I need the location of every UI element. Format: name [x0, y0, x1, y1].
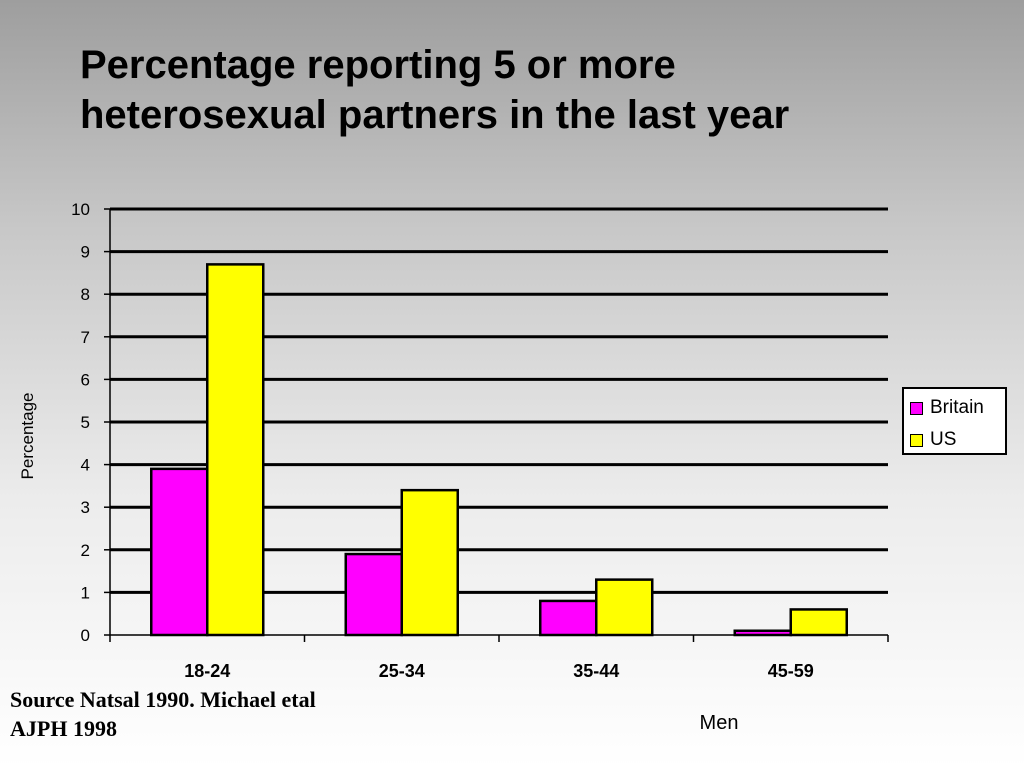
- x-tick-label-18-24: 18-24: [184, 661, 230, 681]
- bar-us-25-34: [400, 488, 459, 637]
- legend: Britain US: [902, 387, 1007, 455]
- y-tick-label-6: 6: [81, 370, 90, 389]
- x-tick-label-35-44: 35-44: [573, 661, 619, 681]
- chart-title-line-2: heterosexual partners in the last year: [80, 93, 790, 137]
- bar-britain-18-24: [150, 467, 209, 637]
- y-tick-label-9: 9: [81, 243, 90, 262]
- source-line-1: Source Natsal 1990. Michael etal: [10, 687, 316, 712]
- chart-title-line-1: Percentage reporting 5 or more: [80, 43, 676, 87]
- y-tick-label-7: 7: [81, 328, 90, 347]
- x-tick-label-45-59: 45-59: [768, 661, 814, 681]
- y-axis-label: Percentage: [18, 393, 37, 480]
- y-tick-label-2: 2: [81, 541, 90, 560]
- y-tick-label-4: 4: [81, 456, 90, 475]
- bar-us-45-59: [789, 608, 848, 637]
- x-tick-label-25-34: 25-34: [379, 661, 425, 681]
- bar-britain-45-59: [733, 629, 792, 637]
- legend-label-britain: Britain: [930, 397, 984, 418]
- source-line-2: AJPH 1998: [10, 716, 117, 741]
- y-tick-label-8: 8: [81, 285, 90, 304]
- bar-britain-35-44: [539, 599, 598, 637]
- legend-label-us: US: [930, 429, 957, 450]
- y-tick-label-5: 5: [81, 413, 90, 432]
- bar-britain-25-34: [344, 552, 403, 637]
- bar-us-18-24: [206, 263, 265, 637]
- y-tick-label-0: 0: [81, 626, 90, 645]
- bar-us-35-44: [595, 578, 654, 637]
- legend-swatch-us: [910, 434, 923, 447]
- x-axis-label: Men: [700, 712, 739, 734]
- chart-title: Percentage reporting 5 or more heterosex…: [80, 40, 980, 140]
- y-tick-label-10: 10: [71, 200, 90, 219]
- y-tick-label-1: 1: [81, 583, 90, 602]
- y-tick-label-3: 3: [81, 498, 90, 517]
- legend-swatch-britain: [910, 402, 923, 415]
- source-citation: Source Natsal 1990. Michael etal AJPH 19…: [10, 685, 316, 743]
